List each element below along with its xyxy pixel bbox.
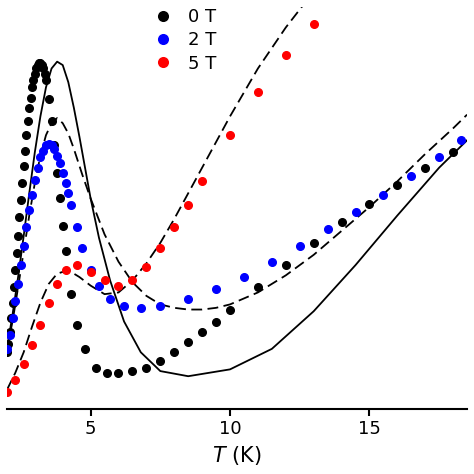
Legend: 0 T, 2 T, 5 T: 0 T, 2 T, 5 T <box>145 8 217 73</box>
X-axis label: $\mathit{T}$ (K): $\mathit{T}$ (K) <box>212 444 262 467</box>
